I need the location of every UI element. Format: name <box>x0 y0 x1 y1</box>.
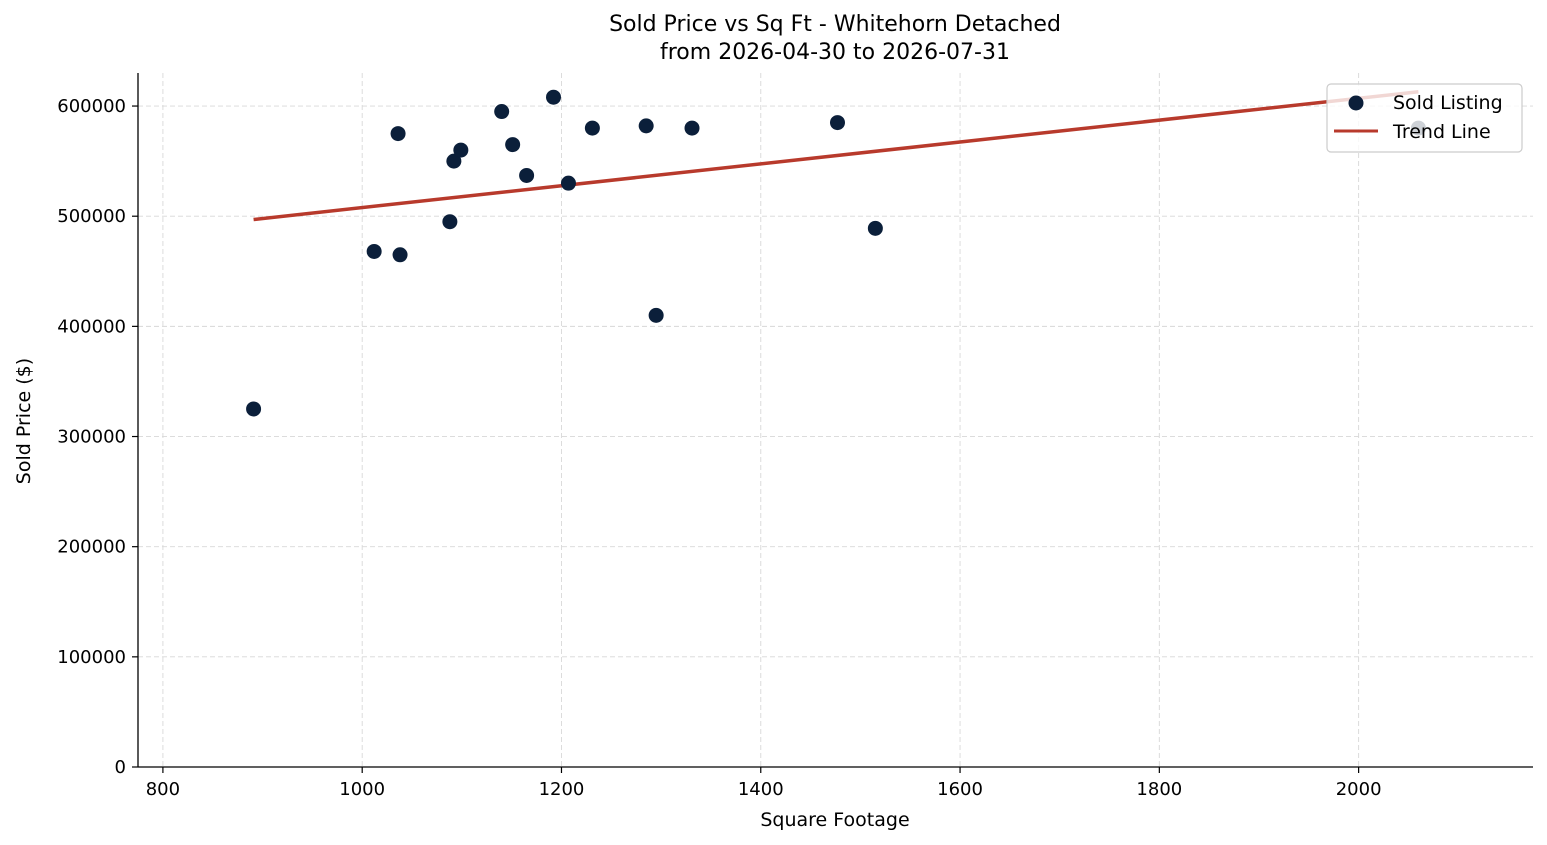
data-point <box>829 115 845 131</box>
data-point <box>638 118 654 134</box>
data-point <box>494 104 510 120</box>
y-tick-label: 500000 <box>57 206 126 227</box>
trend-line <box>253 89 1419 222</box>
y-tick-label: 100000 <box>57 647 126 668</box>
data-point <box>446 153 462 169</box>
y-tick-label: 300000 <box>57 427 126 448</box>
y-tick-label: 400000 <box>57 316 126 337</box>
y-tick-label: 200000 <box>57 537 126 558</box>
x-tick-label: 1600 <box>937 779 983 800</box>
legend: Sold Listing Trend Line <box>1326 83 1523 153</box>
x-axis-label: Square Footage <box>760 809 909 831</box>
axes <box>137 73 1533 768</box>
data-point <box>505 137 521 153</box>
chart-title: Sold Price vs Sq Ft - Whitehorn Detached <box>609 12 1061 37</box>
data-point <box>519 167 535 183</box>
ticks: 800 1000 1200 1400 1600 1800 2000 0 100000 200000… <box>57 96 1381 800</box>
data-point <box>560 175 576 191</box>
data-point <box>584 120 600 136</box>
data-point <box>546 89 562 105</box>
legend-label-trend-line: Trend Line <box>1392 121 1491 143</box>
data-point <box>453 142 469 158</box>
legend-marker-sold-listing <box>1348 95 1364 111</box>
x-tick-label: 1200 <box>539 779 585 800</box>
data-point <box>390 126 406 142</box>
y-tick-label: 0 <box>115 757 126 778</box>
legend-label-sold-listing: Sold Listing <box>1393 92 1503 114</box>
y-axis-label: Sold Price ($) <box>13 358 35 484</box>
y-tick-label: 600000 <box>57 96 126 117</box>
data-point <box>392 247 408 263</box>
x-tick-label: 2000 <box>1336 779 1382 800</box>
data-point <box>442 214 458 230</box>
x-tick-label: 1000 <box>339 779 385 800</box>
x-tick-label: 1400 <box>738 779 784 800</box>
data-point <box>246 401 262 417</box>
data-point <box>867 220 883 236</box>
data-point <box>684 120 700 136</box>
data-point <box>366 243 382 259</box>
chart-subtitle: from 2026-04-30 to 2026-07-31 <box>660 40 1010 65</box>
x-tick-label: 800 <box>146 779 180 800</box>
data-point <box>648 307 664 323</box>
legend-box <box>1326 83 1523 153</box>
grid <box>138 73 1533 768</box>
points-layer <box>246 89 1426 417</box>
x-tick-label: 1800 <box>1136 779 1182 800</box>
trend-line-layer <box>253 89 1419 222</box>
